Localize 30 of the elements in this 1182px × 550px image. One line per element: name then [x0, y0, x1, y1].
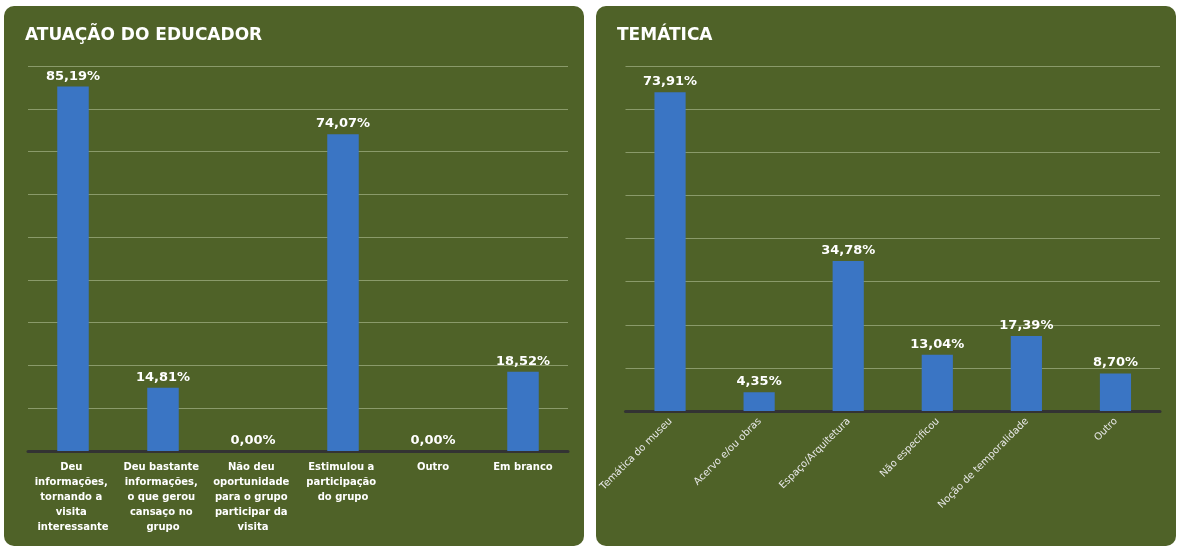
bar: [327, 134, 359, 451]
chart-title: TEMÁTICA: [617, 22, 714, 44]
x-tick-label: Estimulou a participação do grupo: [306, 461, 380, 502]
bar: [57, 86, 89, 451]
bar: [147, 387, 179, 451]
data-label: 4,35%: [736, 373, 782, 389]
bar: [1099, 373, 1132, 411]
bar: [507, 371, 539, 451]
bar: [921, 354, 953, 411]
data-label: 13,04%: [910, 335, 965, 351]
bar: [654, 92, 686, 411]
bar: [832, 261, 864, 411]
data-label: 0,00%: [410, 432, 456, 447]
bar: [743, 392, 775, 411]
data-label: 18,52%: [495, 352, 551, 368]
data-label: 8,70%: [1092, 354, 1139, 370]
data-label: 17,39%: [999, 317, 1054, 333]
data-label: 0,00%: [230, 432, 276, 447]
x-tick-label: Deu bastante informações, o que gerou cansaço no grupo: [123, 461, 203, 532]
data-label: 34,78%: [821, 242, 876, 258]
x-tick-label: Deu informações, tornando a visita interessante: [34, 461, 112, 532]
x-tick-label: Em branco: [493, 461, 553, 472]
data-label: 73,91%: [642, 73, 698, 89]
x-tick-label: Não deu oportunidade para o grupo participar da visita: [213, 461, 293, 532]
bar: [1010, 336, 1042, 411]
chart-title: ATUAÇÃO DO EDUCADOR: [25, 21, 263, 44]
data-label: 14,81%: [135, 368, 191, 384]
x-tick-label: Outro: [416, 461, 450, 472]
data-label: 74,07%: [315, 115, 371, 131]
data-label: 85,19%: [45, 67, 101, 83]
